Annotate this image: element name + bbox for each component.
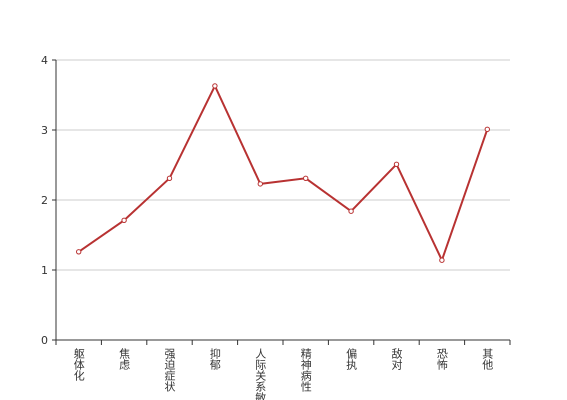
y-tick-label: 4 [41,54,48,67]
y-tick-label: 2 [41,194,48,207]
y-tick-label: 3 [41,124,48,137]
x-tick-label: 精神病性 [299,348,312,393]
line [78,83,489,263]
x-tick-label: 偏执 [345,347,358,371]
y-tick-label: 0 [41,334,48,347]
point [348,208,354,214]
x-tick-label: 其他 [481,348,494,370]
point [166,175,173,182]
x-tick-label: 敌对 [390,347,403,370]
point [76,249,82,255]
x-tick-label: 焦虑 [118,348,131,370]
point [257,181,263,187]
y-tick-label: 1 [41,264,48,277]
point [439,257,445,263]
x-tick-label: 人际关系敏感 [254,348,267,400]
point [393,161,400,168]
point [121,217,127,224]
point [484,126,490,133]
x-tick-label: 躯体化 [72,348,85,382]
x-tick-label: 强迫症状 [163,348,176,392]
x-tick-label: 抑郁 [208,347,221,370]
point [212,83,218,89]
x-tick-label: 恐怖 [435,348,448,370]
point [303,175,309,182]
